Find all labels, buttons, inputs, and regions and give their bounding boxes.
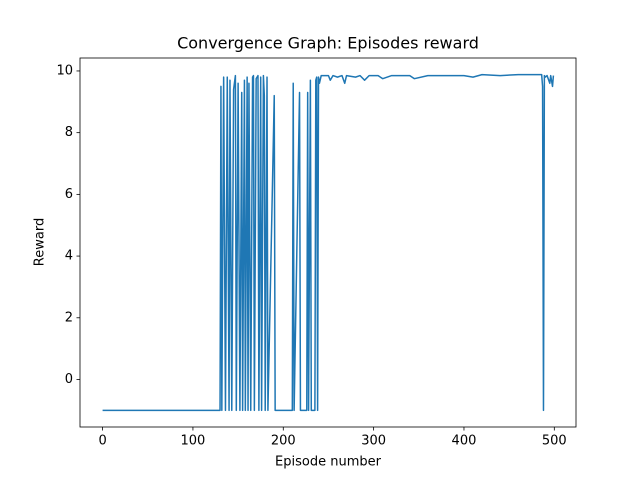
y-tick-label: 2 [65, 310, 73, 325]
chart-title: Convergence Graph: Episodes reward [177, 34, 479, 53]
x-tick-label: 200 [271, 434, 296, 449]
x-tick-label: 0 [98, 434, 106, 449]
x-tick-label: 300 [361, 434, 386, 449]
x-tick-label: 100 [181, 434, 206, 449]
y-tick-label: 4 [65, 249, 73, 264]
x-axis-label: Episode number [275, 455, 382, 470]
data-line [102, 73, 555, 412]
y-tick-label: 6 [65, 187, 73, 202]
plot-frame [79, 57, 577, 428]
x-tick-label: 400 [452, 434, 477, 449]
y-axis-label: Reward [33, 218, 48, 266]
y-tick-label: 0 [65, 372, 73, 387]
x-tick-label: 500 [542, 434, 567, 449]
y-tick-label: 10 [56, 63, 73, 78]
y-tick-label: 8 [65, 125, 73, 140]
